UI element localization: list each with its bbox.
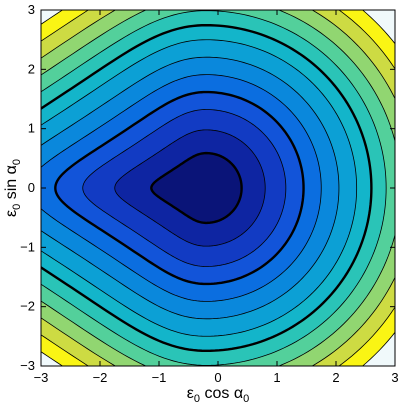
y-tick-label: −3 <box>20 358 35 373</box>
x-tick-label: −2 <box>93 370 108 385</box>
x-axis-label: ε0 cos α0 <box>187 385 249 405</box>
x-tick-label: 3 <box>391 370 398 385</box>
y-tick-label: 3 <box>28 2 35 17</box>
y-tick-label: −1 <box>20 239 35 254</box>
x-tick-label: 2 <box>332 370 339 385</box>
x-tick-label: 0 <box>214 370 221 385</box>
y-tick-label: 0 <box>28 180 35 195</box>
x-tick-label: −3 <box>34 370 49 385</box>
y-tick-label: −2 <box>20 299 35 314</box>
y-axis-label: ε0 sin α0 <box>3 159 23 217</box>
x-tick-label: 1 <box>273 370 280 385</box>
y-tick-label: 1 <box>28 121 35 136</box>
axis-ticks: −3 −2 −1 0 1 2 3 −3 −2 −1 0 1 2 3 <box>20 2 398 385</box>
x-tick-label: −1 <box>152 370 167 385</box>
y-tick-label: 2 <box>28 61 35 76</box>
contour-level-0 <box>150 151 243 225</box>
